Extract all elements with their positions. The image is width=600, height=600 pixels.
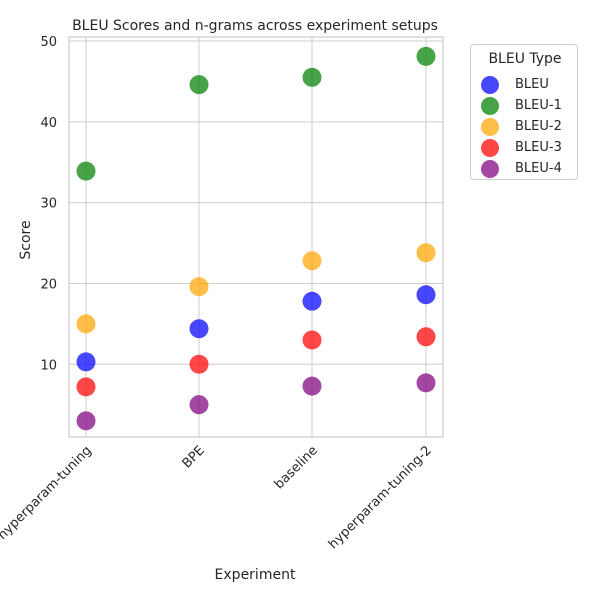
data-point-bleu-2 [189,277,209,297]
data-point-bleu-4 [302,376,322,396]
legend-marker [481,76,499,94]
data-point-bleu-4 [76,411,96,431]
data-point-bleu-1 [76,161,96,181]
x-tick-label: BPE [180,443,208,471]
data-point-bleu-1 [189,75,209,95]
legend-label: BLEU-4 [515,161,562,176]
legend-item-bleu-4: BLEU-4 [481,159,577,179]
axes [68,36,444,438]
legend-item-bleu-2: BLEU-2 [481,117,577,137]
x-axis-label: Experiment [215,567,296,583]
legend-marker [481,160,499,178]
x-tick-labels: hyperparam-tuning BPE baseline hyperparam-t… [0,443,435,552]
legend: BLEU Type BLEU BLEU-1 BLEU-2 BLEU-3 BLEU-4 [470,44,578,180]
data-point-bleu-4 [189,395,209,415]
y-tick-label: 10 [40,358,57,373]
data-point-bleu-2 [302,251,322,271]
y-axis-label: Score [18,220,34,259]
legend-label: BLEU-1 [515,98,562,113]
data-point-bleu [416,285,436,305]
data-point-bleu-3 [302,330,322,350]
y-tick-label: 40 [40,116,57,131]
data-point-bleu-2 [76,314,96,334]
legend-label: BLEU [515,77,549,92]
grid [69,37,443,437]
data-point-bleu [302,291,322,311]
y-tick-label: 20 [40,277,57,292]
chart-title: BLEU Scores and n-grams across experimen… [72,18,438,34]
data-point-bleu-2 [416,243,436,263]
legend-title: BLEU Type [488,51,562,67]
legend-label: BLEU-2 [515,119,562,134]
x-tick-label: hyperparam-tuning-2 [326,443,435,552]
y-tick-label: 50 [40,35,57,50]
legend-item-bleu-1: BLEU-1 [481,96,577,116]
x-tick-label: hyperparam-tuning [0,443,95,543]
data-point-bleu-3 [189,354,209,374]
legend-marker [481,118,499,136]
legend-marker [481,139,499,157]
legend-marker [481,97,499,115]
data-point-bleu-3 [416,327,436,347]
data-point-bleu [76,352,96,372]
data-point-bleu-4 [416,373,436,393]
data-point-bleu-1 [416,46,436,66]
legend-item-bleu-3: BLEU-3 [481,138,577,158]
y-tick-label: 30 [40,197,57,212]
legend-item-bleu: BLEU [481,75,577,95]
x-tick-label: baseline [272,443,321,492]
y-tick-labels: 10 20 30 40 50 [40,35,57,373]
data-point-bleu [189,319,209,339]
plot-frame [68,36,444,438]
data-point-bleu-3 [76,377,96,397]
data-points [76,46,436,431]
legend-label: BLEU-3 [515,140,562,155]
data-point-bleu-1 [302,67,322,87]
